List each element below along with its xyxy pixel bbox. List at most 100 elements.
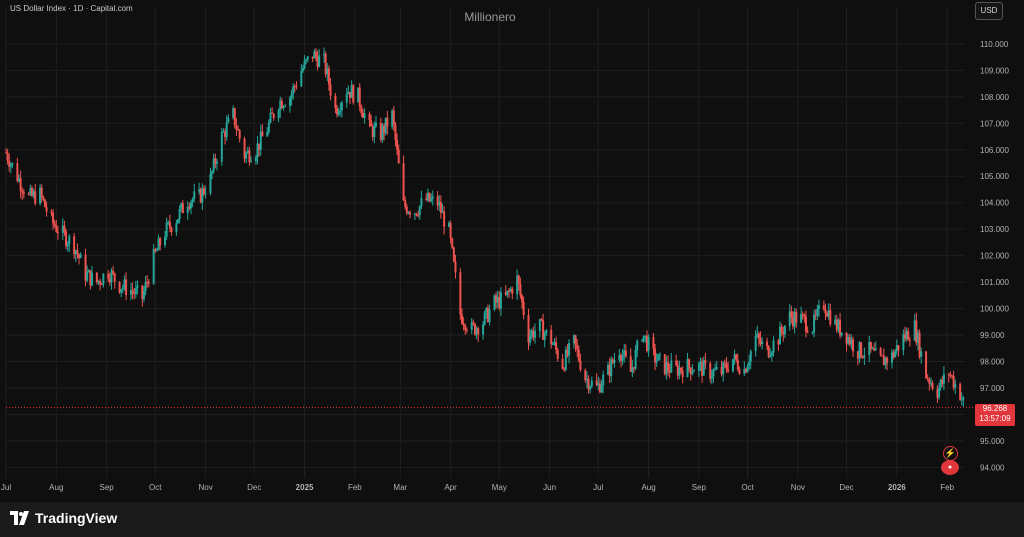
candle-body [680, 367, 683, 371]
candle-body [102, 273, 105, 285]
candle-body [874, 348, 877, 351]
candle-body [224, 131, 227, 138]
candle-body [916, 332, 919, 343]
candle-body [383, 125, 386, 134]
candle-body [879, 348, 882, 356]
candle-body [861, 356, 864, 358]
candle-body [159, 238, 162, 246]
candle-body [407, 212, 410, 214]
tradingview-brand[interactable]: TradingView [10, 510, 117, 526]
candle-body [193, 191, 196, 200]
candle-body [767, 346, 770, 357]
candle-body [125, 279, 128, 295]
candle-body [123, 279, 126, 288]
candle-body [550, 329, 553, 345]
candle-body [551, 343, 554, 345]
y-tick-label: 95.000 [980, 437, 1005, 446]
candle-body [465, 329, 468, 331]
candle-body [744, 369, 747, 373]
candle-body [895, 345, 898, 352]
candle-body [368, 113, 371, 121]
candle-body [702, 360, 705, 376]
candle-body [443, 211, 446, 227]
candle-body [305, 59, 308, 61]
candle-body [882, 355, 885, 366]
candle-body [498, 296, 501, 309]
candle-body [757, 333, 760, 339]
candle-body [178, 208, 181, 220]
candle-body [112, 270, 115, 274]
price-chart[interactable]: 110.000 109.000 108.000 107.000 106.000 105.0… [0, 0, 1024, 502]
candle-body [9, 164, 12, 168]
candle-body [425, 198, 428, 201]
candle-body [43, 199, 46, 208]
candle-body [121, 287, 124, 290]
x-tick-label: Oct [741, 483, 754, 492]
flash-icon[interactable]: ⚡ [943, 446, 958, 461]
candle-body [860, 342, 863, 357]
y-tick-label: 101.000 [980, 278, 1009, 287]
x-tick-label: Apr [444, 483, 457, 492]
candle-body [154, 249, 157, 252]
candle-body [929, 383, 932, 385]
candle-body [336, 108, 339, 115]
candle-body [73, 236, 76, 255]
candle-body [782, 332, 785, 335]
candle-body [222, 131, 225, 133]
y-tick-label: 102.000 [980, 252, 1009, 261]
candle-body [141, 285, 144, 300]
candle-body [340, 102, 343, 111]
candle-body [271, 112, 274, 114]
candle-body [136, 285, 139, 289]
candle-body [693, 370, 696, 372]
y-tick-label: 106.000 [980, 146, 1009, 155]
candle-body [733, 354, 736, 360]
candle-body [431, 196, 434, 199]
candle-body [246, 150, 249, 154]
candle-body [282, 106, 285, 109]
candle-body [727, 368, 730, 372]
candle-body [396, 139, 399, 150]
candle-body [269, 112, 272, 123]
candle-body [506, 290, 509, 295]
candle-body [793, 312, 796, 327]
user-avatar-icon[interactable]: ● [941, 460, 959, 475]
candle-body [522, 302, 525, 316]
candle-body [86, 272, 89, 281]
currency-button[interactable]: USD [975, 2, 1003, 20]
candle-body [858, 342, 861, 359]
candle-body [663, 354, 666, 375]
candle-body [211, 171, 214, 174]
candle-body [735, 354, 738, 361]
candle-body [459, 272, 462, 315]
candle-body [209, 173, 212, 194]
candle-body [133, 291, 136, 294]
candle-body [245, 153, 248, 159]
candle-body [180, 203, 183, 209]
tradingview-logo-icon [10, 511, 29, 525]
candle-body [165, 222, 168, 237]
candle-body [516, 275, 519, 295]
candle-body [952, 376, 955, 388]
candle-body [324, 53, 327, 75]
candle-body [477, 328, 480, 335]
candle-body [392, 110, 395, 125]
candle-body [66, 244, 69, 247]
candle-body [201, 187, 204, 203]
candle-body [485, 307, 488, 313]
candle-body [238, 130, 241, 139]
candle-body [76, 250, 79, 255]
candle-body [129, 290, 132, 295]
candle-body [817, 305, 820, 310]
y-tick-label: 103.000 [980, 225, 1009, 234]
candle-body [931, 383, 934, 389]
candle-body [334, 95, 337, 109]
candle-body [629, 356, 632, 372]
candle-body [473, 323, 476, 335]
candle-body [962, 397, 965, 400]
candle-body [791, 317, 794, 327]
candle-body [215, 161, 218, 164]
candle-body [167, 221, 170, 223]
candle-body [780, 326, 783, 333]
candle-body [835, 319, 838, 331]
